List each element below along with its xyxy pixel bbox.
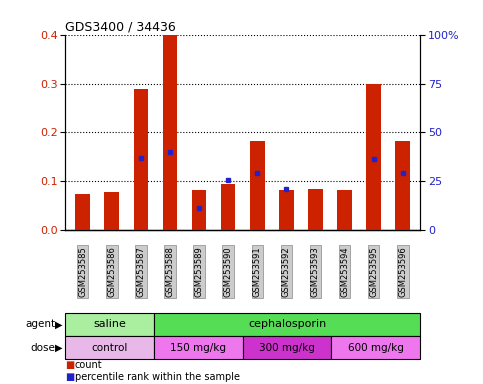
Text: GDS3400 / 34436: GDS3400 / 34436 — [65, 20, 176, 33]
Text: control: control — [91, 343, 128, 353]
Text: GSM253594: GSM253594 — [340, 247, 349, 297]
Bar — [279, 190, 294, 230]
Text: GSM253593: GSM253593 — [311, 246, 320, 297]
Text: GSM253592: GSM253592 — [282, 247, 291, 297]
Bar — [242, 336, 331, 359]
Text: GSM253585: GSM253585 — [78, 246, 87, 297]
Text: 600 mg/kg: 600 mg/kg — [348, 343, 404, 353]
Text: GSM253591: GSM253591 — [253, 247, 262, 297]
Text: GSM253589: GSM253589 — [195, 246, 203, 297]
Text: GSM253590: GSM253590 — [224, 247, 233, 297]
Bar — [163, 35, 177, 230]
Bar — [367, 84, 381, 230]
Bar — [104, 192, 119, 230]
Text: ▶: ▶ — [55, 319, 63, 329]
Bar — [250, 141, 265, 230]
Bar — [337, 190, 352, 230]
Text: 150 mg/kg: 150 mg/kg — [170, 343, 227, 353]
Text: GSM253587: GSM253587 — [136, 246, 145, 297]
Text: ■: ■ — [65, 372, 74, 382]
Bar — [331, 336, 420, 359]
Text: saline: saline — [93, 319, 126, 329]
Text: cephalosporin: cephalosporin — [248, 319, 326, 329]
Bar — [65, 313, 154, 336]
Text: GSM253586: GSM253586 — [107, 246, 116, 297]
Text: dose: dose — [30, 343, 56, 353]
Text: GSM253596: GSM253596 — [398, 246, 407, 297]
Bar — [65, 336, 154, 359]
Text: ▶: ▶ — [55, 343, 63, 353]
Text: GSM253595: GSM253595 — [369, 247, 378, 297]
Text: 300 mg/kg: 300 mg/kg — [259, 343, 315, 353]
Bar — [154, 313, 420, 336]
Bar — [134, 89, 148, 230]
Bar — [396, 141, 410, 230]
Text: agent: agent — [26, 319, 56, 329]
Text: GSM253588: GSM253588 — [166, 246, 174, 297]
Bar — [154, 336, 243, 359]
Text: count: count — [75, 360, 102, 370]
Bar — [308, 189, 323, 230]
Text: percentile rank within the sample: percentile rank within the sample — [75, 372, 240, 382]
Bar — [221, 184, 235, 230]
Bar — [192, 190, 206, 230]
Text: ■: ■ — [65, 360, 74, 370]
Bar — [75, 194, 90, 230]
